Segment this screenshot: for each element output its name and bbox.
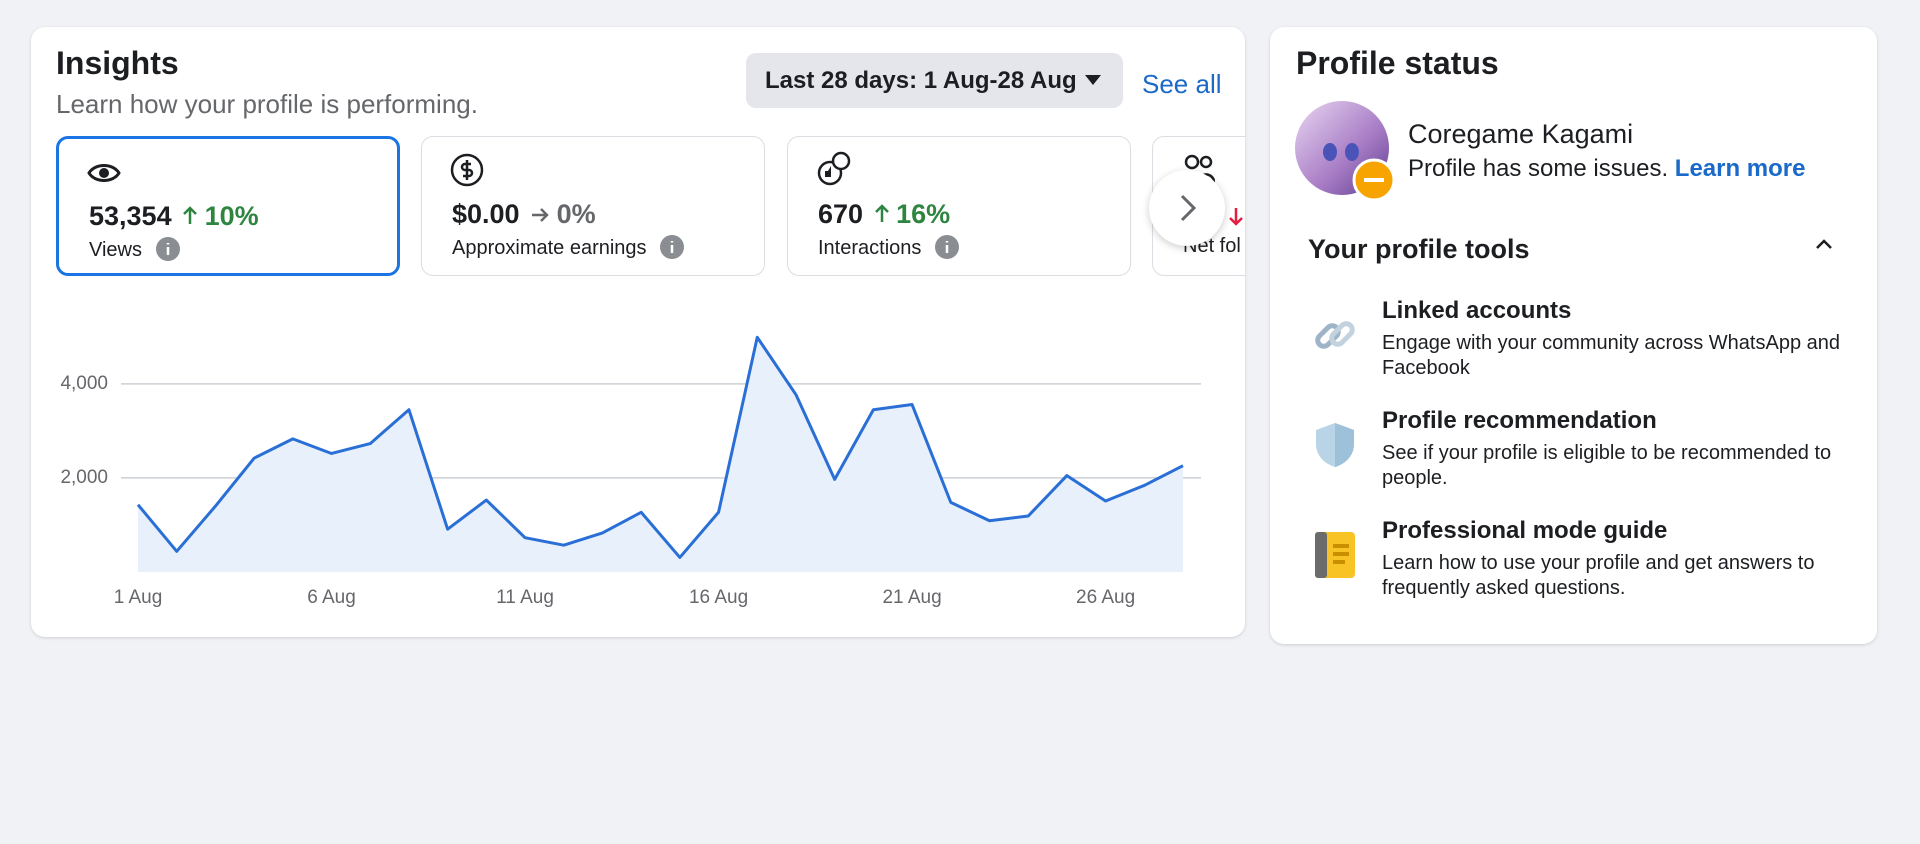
tool-description: See if your profile is eligible to be re… <box>1382 442 1832 489</box>
area <box>138 337 1183 572</box>
tool-description: Learn how to use your profile and get an… <box>1382 552 1815 599</box>
profile-status-title: Profile status <box>1296 45 1499 81</box>
eye-icon <box>87 164 121 182</box>
metric-label: Views <box>89 239 142 261</box>
tools-title: Your profile tools <box>1308 234 1530 264</box>
metric-value: 670 <box>818 199 864 229</box>
tool-description: Engage with your community across WhatsA… <box>1382 332 1840 379</box>
profile-name: Coregame Kagami <box>1408 119 1634 149</box>
dollar-icon <box>450 153 484 187</box>
down-arrow <box>1229 208 1243 226</box>
metric-value: $0.00 <box>452 199 520 229</box>
x-tick-label: 11 Aug <box>496 587 554 608</box>
y-tick-label: 2,000 <box>60 467 108 488</box>
tool-item[interactable]: Professional mode guide Learn how to use … <box>1382 517 1852 601</box>
metric-label-row: Approximate earnings <box>452 235 685 260</box>
metric-value-row: 670 16% <box>818 199 950 230</box>
tool-title: Professional mode guide <box>1382 517 1668 544</box>
tool-item[interactable]: Linked accounts Engage with your communit… <box>1382 297 1852 381</box>
learn-more-link[interactable]: Learn more <box>1674 155 1806 182</box>
up-arrow <box>874 204 889 222</box>
metric-label: Approximate earnings <box>452 237 647 259</box>
metric-change: 0% <box>556 199 596 229</box>
avatar <box>1295 101 1394 202</box>
info-icon[interactable] <box>155 237 180 261</box>
line <box>136 335 1184 559</box>
shield-icon <box>1316 423 1354 467</box>
tool-title: Profile recommendation <box>1382 407 1657 434</box>
interactions-icon <box>817 151 851 186</box>
x-tick-label: 6 Aug <box>307 587 356 608</box>
metric-card[interactable]: 670 16% Interactions <box>787 136 1131 276</box>
date-range-button[interactable]: Last 28 days: 1 Aug-28 Aug <box>746 53 1123 108</box>
metric-card[interactable]: 53,354 10% Views <box>56 136 400 276</box>
chevron-right <box>1180 194 1197 222</box>
profile-status-card: Profile status Coregame Kagami Profile h… <box>1270 27 1877 644</box>
metric-label: Interactions <box>818 237 922 259</box>
link-icon <box>1315 321 1355 349</box>
see-all-link[interactable]: See all <box>1142 69 1222 99</box>
tool-title: Linked accounts <box>1382 297 1572 324</box>
metric-label-row: Views <box>89 237 180 262</box>
date-range-label: Last 28 days: 1 Aug-28 Aug <box>765 67 1077 94</box>
next-button[interactable] <box>1149 170 1225 246</box>
guide-icon <box>1315 532 1355 578</box>
info-icon[interactable] <box>934 235 959 259</box>
info-icon[interactable] <box>660 235 685 259</box>
x-tick-label: 1 Aug <box>114 587 163 608</box>
metric-value: 53,354 <box>89 201 172 231</box>
metric-change: 16% <box>896 199 951 229</box>
x-tick-label: 26 Aug <box>1076 587 1135 608</box>
metric-card[interactable]: $0.00 0% Approximate earnings <box>421 136 765 276</box>
insights-subtitle: Learn how your profile is performing. <box>56 89 478 119</box>
profile-status-line: Profile has some issues. Learn more <box>1408 155 1806 183</box>
x-tick-label: 16 Aug <box>689 587 748 608</box>
status-text: Profile has some issues. <box>1408 155 1669 182</box>
up-arrow <box>183 206 197 224</box>
insights-title: Insights <box>56 45 179 81</box>
metric-label-row: Interactions <box>818 235 959 260</box>
insights-card: Insights Learn how your profile is perfo… <box>31 27 1245 637</box>
collapse-icon[interactable] <box>1815 238 1833 250</box>
dropdown-icon <box>1085 75 1101 85</box>
x-tick-label: 21 Aug <box>882 587 941 608</box>
metric-change: 10% <box>204 201 259 231</box>
y-tick-label: 4,000 <box>60 373 108 394</box>
flat-arrow <box>532 208 549 222</box>
metric-value-row: $0.00 0% <box>452 199 596 230</box>
tool-item[interactable]: Profile recommendation See if your profil… <box>1382 407 1852 491</box>
metric-value-row: 53,354 10% <box>89 201 259 232</box>
